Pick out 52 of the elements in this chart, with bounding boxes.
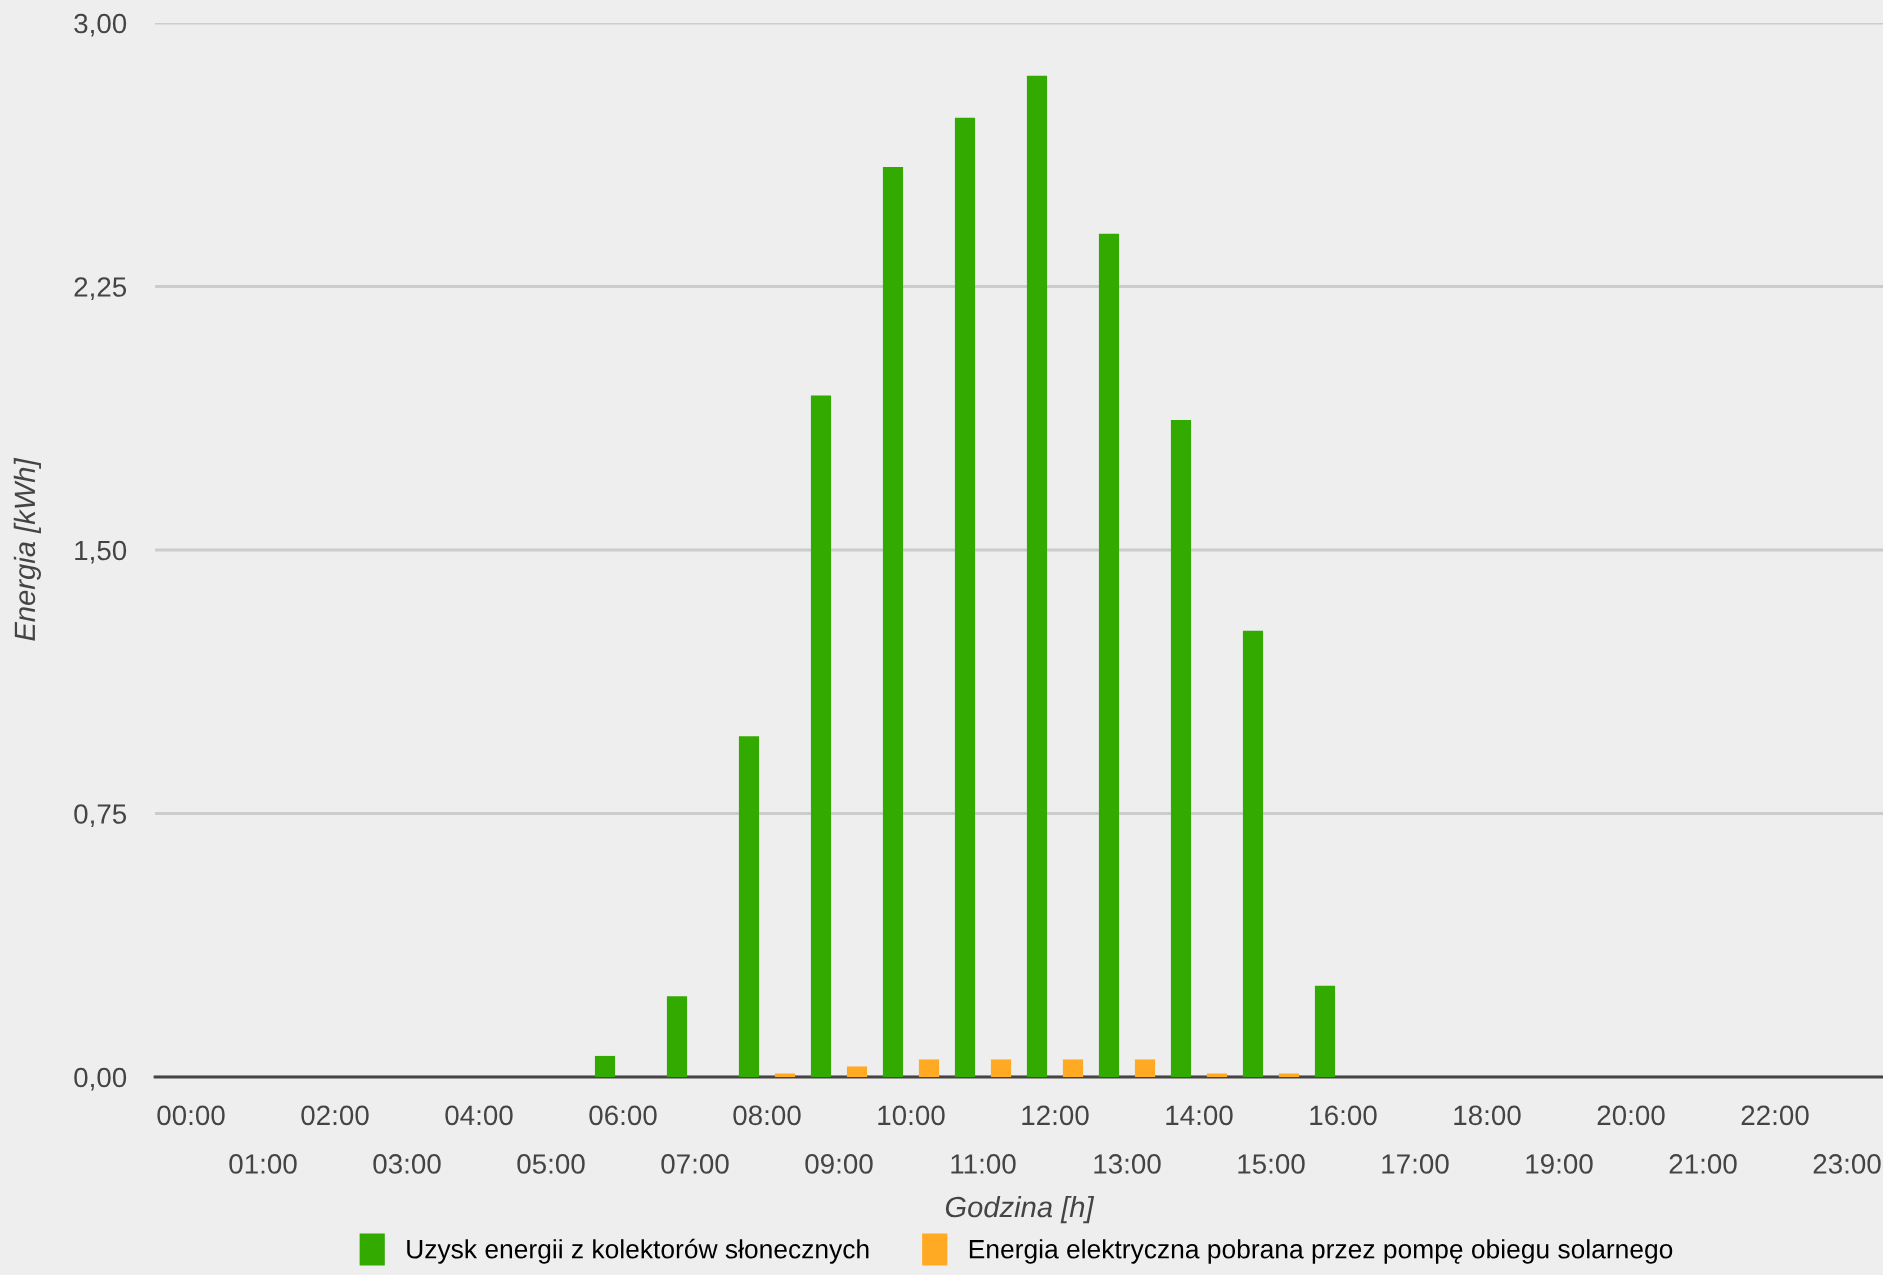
x-tick-label: 12:00 [1022, 1105, 1089, 1126]
bar [738, 736, 760, 1077]
x-tick-label: 07:00 [661, 1154, 729, 1174]
bar [1206, 1073, 1228, 1077]
y-tick-label: 0,75 [74, 804, 127, 828]
bar [954, 117, 976, 1077]
x-tick-label: 04:00 [445, 1105, 513, 1126]
x-tick-label: 01:00 [229, 1154, 297, 1174]
bar [1170, 420, 1192, 1077]
bar [882, 167, 904, 1077]
bar [1134, 1059, 1156, 1077]
x-tick-label: 15:00 [1238, 1154, 1305, 1174]
bar [1242, 630, 1264, 1077]
bar [1026, 75, 1048, 1077]
bar [666, 996, 688, 1077]
x-tick-label: 14:00 [1166, 1105, 1233, 1126]
bar [990, 1059, 1012, 1077]
y-tick-label: 2,25 [74, 277, 127, 301]
x-tick-label: 18:00 [1454, 1105, 1521, 1126]
bar [1278, 1073, 1300, 1077]
x-tick-label: 00:00 [157, 1105, 225, 1126]
y-tick-label: 3,00 [74, 13, 127, 37]
bar [1098, 233, 1120, 1077]
y-tick-label: 1,50 [75, 540, 127, 564]
x-tick-label: 06:00 [589, 1105, 657, 1126]
x-tick-label: 22:00 [1741, 1105, 1809, 1126]
x-axis-title: Godzina [h] [945, 1195, 1095, 1224]
y-axis-title: Energia [kWh] [13, 457, 41, 641]
x-tick-label: 16:00 [1310, 1105, 1377, 1126]
x-tick-label: 02:00 [301, 1105, 369, 1126]
bar [594, 1055, 616, 1077]
x-tick-label: 08:00 [733, 1105, 801, 1126]
x-tick-label: 21:00 [1669, 1154, 1737, 1174]
bar [1314, 985, 1336, 1077]
x-tick-label: 17:00 [1382, 1154, 1449, 1174]
x-tick-label: 05:00 [517, 1154, 585, 1174]
legend-label: Uzysk energii z kolektorów słonecznych [407, 1238, 869, 1264]
bar [918, 1059, 940, 1077]
y-tick-label: 0,00 [74, 1067, 127, 1091]
bar [1062, 1059, 1084, 1077]
bar [846, 1066, 868, 1077]
x-tick-label: 11:00 [951, 1154, 1016, 1174]
bar [774, 1073, 796, 1077]
x-tick-label: 10:00 [878, 1105, 945, 1126]
legend-label: Energia elektryczna pobrana przez pompę obiegu solarnego [969, 1239, 1673, 1264]
x-tick-label: 13:00 [1094, 1154, 1161, 1174]
x-tick-label: 20:00 [1597, 1105, 1665, 1126]
x-tick-label: 09:00 [805, 1154, 873, 1174]
x-tick-label: 23:00 [1813, 1154, 1881, 1174]
x-tick-label: 03:00 [373, 1154, 441, 1174]
x-tick-label: 19:00 [1526, 1154, 1593, 1174]
bar [810, 395, 832, 1077]
